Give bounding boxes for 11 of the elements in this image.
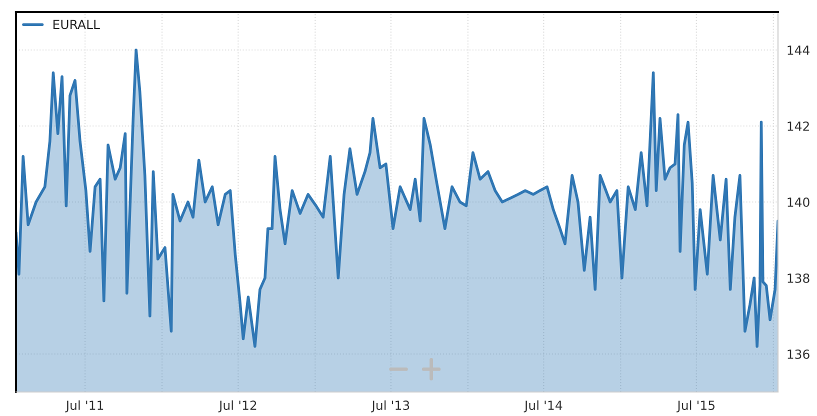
x-tick-label: Jul '12 [218, 400, 256, 412]
x-tick-label: Jul '11 [65, 400, 104, 412]
y-tick-label: 140 [788, 197, 810, 207]
x-tick-label: Jul '13 [371, 400, 410, 412]
y-tick-label: 138 [788, 273, 810, 283]
legend-label: EURALL [53, 20, 100, 30]
y-tick-label: 144 [788, 46, 810, 55]
x-tick-label: Jul '14 [524, 400, 562, 412]
x-tick-label: Jul '15 [676, 400, 715, 412]
y-tick-label: 142 [788, 121, 809, 131]
y-tick-label: 136 [788, 349, 810, 359]
